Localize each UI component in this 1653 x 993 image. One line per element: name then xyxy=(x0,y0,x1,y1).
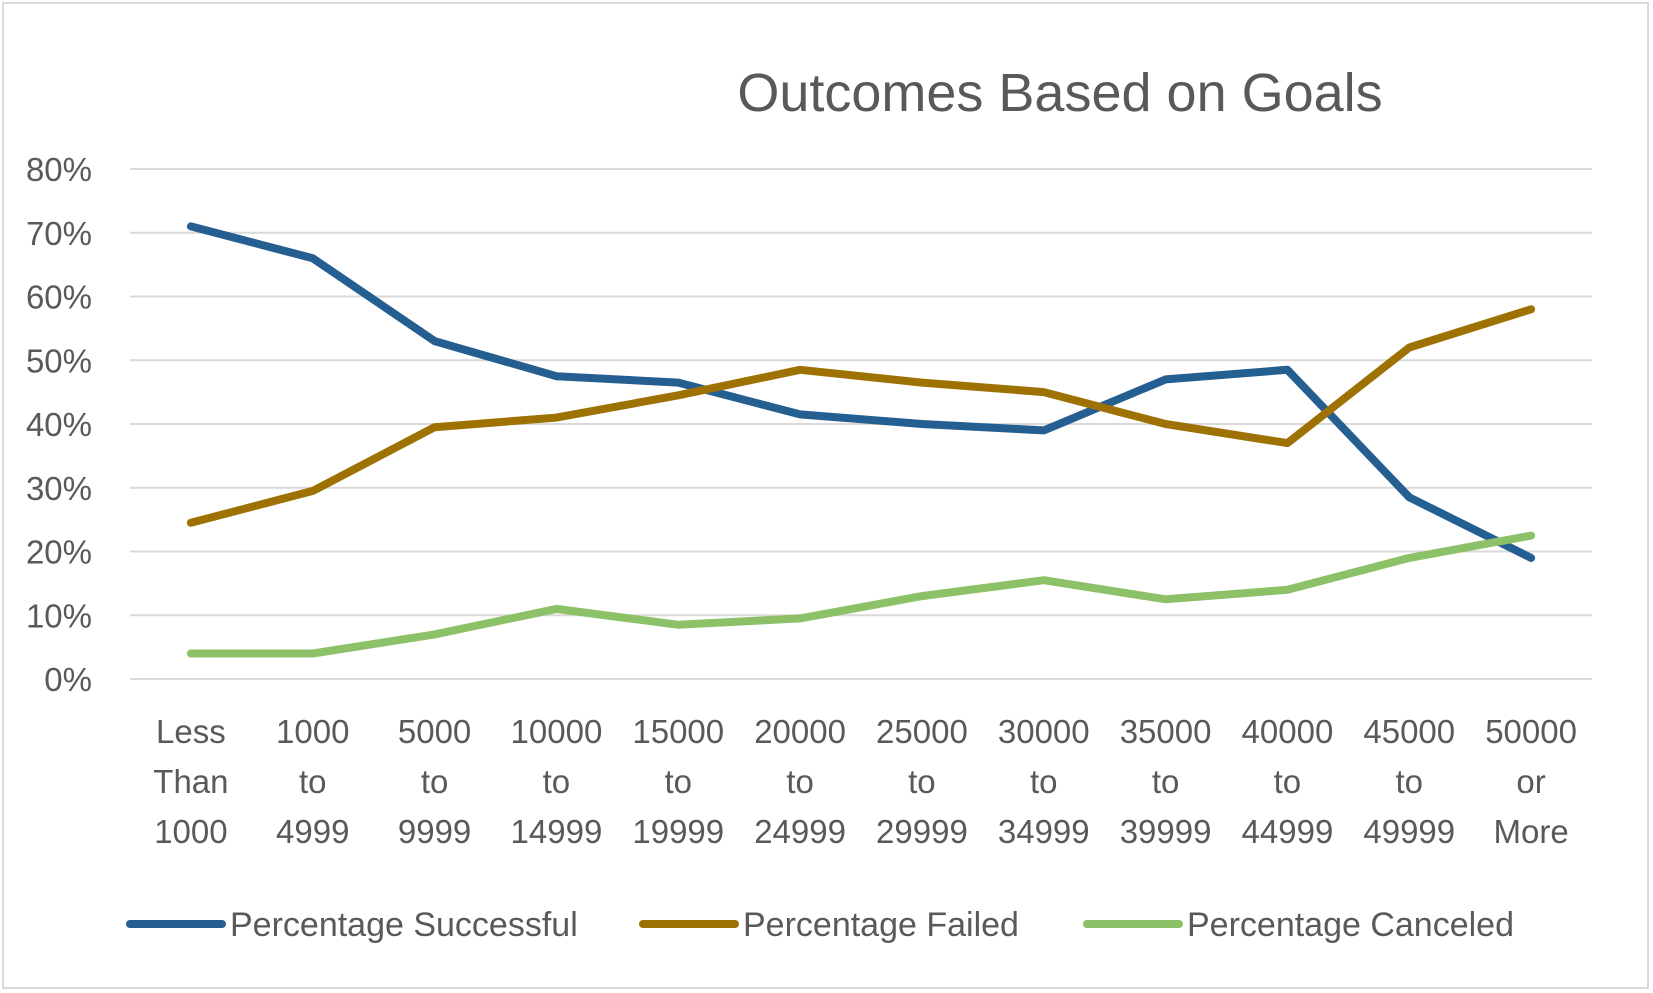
legend-label: Percentage Failed xyxy=(743,906,1019,944)
gridlines xyxy=(130,168,1592,680)
y-tick-label: 0% xyxy=(44,661,92,698)
y-tick-label: 50% xyxy=(26,342,92,379)
x-tick-label: 45000 to 49999 xyxy=(1363,713,1455,850)
x-tick-label: 15000 to 19999 xyxy=(632,713,724,850)
x-tick-label: 10000 to 14999 xyxy=(511,713,603,850)
y-tick-label: 20% xyxy=(26,534,92,571)
y-tick-label: 40% xyxy=(26,406,92,443)
series-line xyxy=(186,222,1536,562)
legend-label: Percentage Canceled xyxy=(1187,906,1514,944)
y-tick-label: 10% xyxy=(26,597,92,634)
series-line xyxy=(186,531,1536,658)
x-tick-label: 40000 to 44999 xyxy=(1242,713,1334,850)
x-tick-label: 1000 to 4999 xyxy=(276,713,349,850)
series-line xyxy=(186,305,1536,527)
x-tick-label: Less Than 1000 xyxy=(153,713,228,850)
x-tick-label: 30000 to 34999 xyxy=(998,713,1090,850)
x-tick-label: 50000 or More xyxy=(1485,713,1577,850)
legend: Percentage Successful Percentage Failed Pe… xyxy=(126,906,1514,944)
y-axis: 0% 10% 20% 30% 40% 50% 60% 70% 80% xyxy=(26,151,92,698)
y-tick-label: 30% xyxy=(26,470,92,507)
x-tick-label: 5000 to 9999 xyxy=(398,713,471,850)
y-tick-label: 80% xyxy=(26,151,92,188)
x-tick-label: 20000 to 24999 xyxy=(754,713,846,850)
legend-label: Percentage Successful xyxy=(230,906,578,944)
y-tick-label: 60% xyxy=(26,279,92,316)
y-tick-label: 70% xyxy=(26,215,92,252)
x-tick-label: 35000 to 39999 xyxy=(1120,713,1212,850)
x-tick-label: 25000 to 29999 xyxy=(876,713,968,850)
x-axis: Less Than 1000 1000 to 4999 5000 to 9999 10000 to 1… xyxy=(153,713,1577,850)
chart-title: Outcomes Based on Goals xyxy=(737,63,1382,123)
series-lines xyxy=(186,222,1536,658)
